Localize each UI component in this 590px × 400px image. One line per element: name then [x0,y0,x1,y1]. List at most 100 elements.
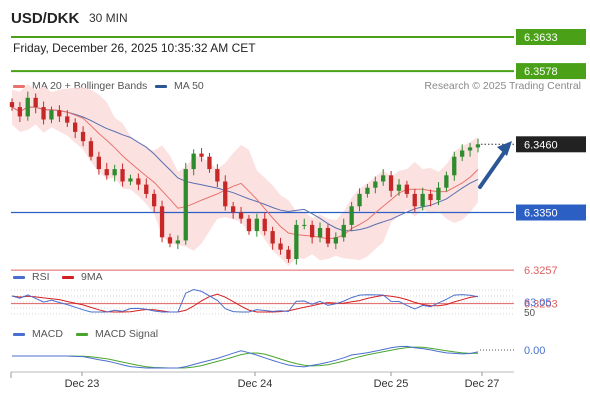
candle-body [341,224,346,238]
candle [302,218,307,230]
candle-body [381,175,386,182]
legend-ma20-label: MA 20 + Bollinger Bands [32,80,148,92]
candle [223,175,228,211]
candle-body [278,243,283,250]
legend-macd-signal: MACD Signal [76,328,158,340]
candle-body [270,231,275,244]
candle-body [262,218,267,232]
candle [231,201,236,219]
candle-body [80,131,86,142]
candle [152,189,157,213]
candle-body [349,206,354,225]
candle [9,98,15,111]
candle-body [144,184,149,194]
candle [112,164,117,182]
candle [444,171,449,192]
price-labels-layer: 6.3633 6.3578 6.3350 6.3257 6.3203 6.3460 [478,29,586,311]
level-tag-6.3633 [516,29,586,45]
forecast-arrow-head [497,141,512,156]
candle [246,214,252,235]
candle-body [231,206,236,213]
legend-rsi-label: RSI [32,271,50,283]
candle [325,224,331,248]
candle-body [246,218,252,232]
candle [238,206,244,224]
candle [286,245,291,263]
level-tag-text-6.3350: 6.3350 [524,208,558,220]
candle [452,151,457,181]
candle-body [452,156,457,176]
candle [349,201,354,232]
candle-body [404,184,409,194]
candle [467,143,473,157]
candle [96,151,101,175]
candle [404,180,409,198]
candle [270,226,275,250]
symbol-title: USD/DKK [11,10,80,27]
legend-macd: MACD [13,328,63,340]
legend-rsi: RSI [13,271,50,283]
candle-body [120,169,125,182]
moving-average-layer [11,106,479,240]
legend-rsi-swatch [13,275,25,279]
candle-body [41,107,46,120]
time-tick-label: Dec 27 [465,378,500,390]
candle-body [317,228,323,238]
macd-value-label: 0.00 [524,345,545,357]
candle [159,200,165,243]
legend-9ma-label: 9MA [81,271,103,283]
candle-body [25,97,30,117]
candle [341,218,346,242]
candle [49,106,54,124]
candle-body [373,181,378,188]
candle [144,178,149,199]
candle [65,110,70,127]
level-lines-layer [11,36,514,305]
candle [41,101,46,125]
ma50-line [11,106,479,232]
candle [33,93,38,114]
rsi-value-label: 63.05 [524,297,552,309]
forecast-arrow-shaft [478,145,510,189]
legend-ma20: MA 20 + Bollinger Bands [13,80,147,92]
candle [191,149,196,176]
level-tag-text-6.3203: 6.3203 [524,299,558,311]
candle [373,176,378,194]
candle-body [73,122,78,132]
candle [475,138,481,153]
legend-ma50: MA 50 [155,80,204,92]
candle [215,164,220,188]
candle [57,105,62,122]
candle [17,102,22,122]
candle [136,173,141,191]
candle-body [420,193,425,207]
candle-body [65,116,70,123]
candle-body [467,147,473,151]
candle-body [388,175,394,191]
candle-body [104,169,109,176]
legend-ma20-swatch [13,84,25,88]
level-tag-text-6.3633: 6.3633 [524,32,558,44]
bollinger-band-layer [12,84,478,266]
ma20-line [11,106,479,240]
level-tag-text-6.3578: 6.3578 [524,66,558,78]
candle-body [294,224,299,259]
candle [199,148,204,162]
candle [428,189,433,207]
candle-body [9,102,15,108]
candle-body [175,240,180,244]
bollinger-band [12,84,478,266]
time-axis: Dec 23 Dec 24 Dec 25 Dec 27 [10,371,514,390]
candle [381,169,386,186]
candle [167,233,173,248]
candle-body [136,178,141,185]
candle-body [444,175,449,188]
candle [120,163,125,187]
candle-body [325,228,331,244]
candle-body [152,193,157,207]
candle [333,232,338,250]
candle [460,144,465,162]
candle [365,183,370,198]
